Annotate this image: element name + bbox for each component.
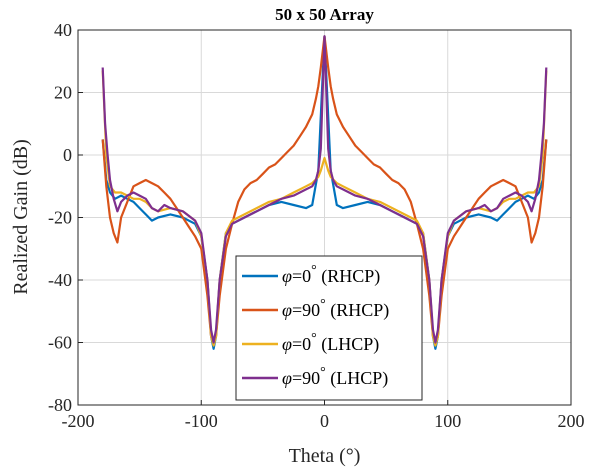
- y-axis-label: Realized Gain (dB): [10, 139, 32, 295]
- legend-box: [235, 255, 423, 401]
- y-tick-label: -60: [48, 333, 72, 353]
- legend-entry-label: φ=90° (LHCP): [282, 365, 388, 389]
- x-tick-label: 100: [434, 411, 461, 431]
- chart-title: 50 x 50 Array: [275, 5, 374, 24]
- series-lines: [101, 35, 548, 350]
- x-tick-label: -100: [185, 411, 218, 431]
- legend-entry-label: φ=0° (LHCP): [282, 331, 379, 355]
- y-tick-label: 20: [54, 83, 72, 103]
- legend: φ=0° (RHCP) φ=90° (RHCP) φ=0° (LHCP) φ=90° …: [235, 255, 423, 401]
- y-tick-label: -20: [48, 208, 72, 228]
- x-tick-label: 200: [558, 411, 585, 431]
- legend-entry-label: φ=90° (RHCP): [282, 297, 389, 321]
- x-tick-label: -200: [62, 411, 95, 431]
- x-axis-label: Theta (°): [289, 445, 361, 467]
- y-tick-label: -80: [48, 395, 72, 415]
- series-line-3: [101, 70, 548, 347]
- series-line-4: [101, 35, 548, 344]
- legend-entry-label: φ=0° (RHCP): [282, 263, 380, 287]
- x-tick-label: 0: [320, 411, 329, 431]
- y-tick-label: -40: [48, 270, 72, 290]
- y-tick-label: 40: [54, 20, 72, 40]
- y-tick-label: 0: [63, 145, 72, 165]
